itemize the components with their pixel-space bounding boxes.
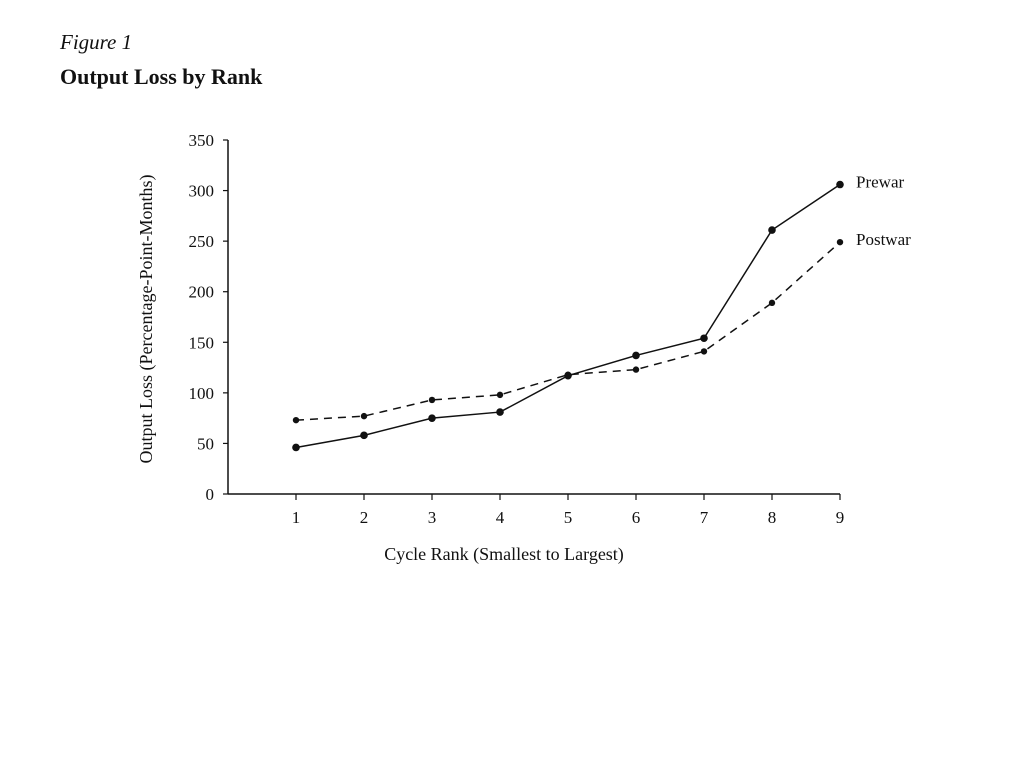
y-tick-label: 50: [197, 434, 214, 453]
x-tick-label: 5: [564, 508, 573, 527]
data-point-postwar: [564, 371, 572, 378]
series-line-postwar: [295, 241, 841, 421]
series-line-prewar: [295, 183, 841, 449]
data-point-prewar: [292, 443, 300, 452]
data-point-postwar: [700, 348, 708, 355]
y-tick-label: 200: [189, 283, 215, 302]
data-point-postwar: [632, 366, 640, 373]
y-tick-label: 350: [189, 131, 215, 150]
data-point-prewar: [632, 351, 640, 360]
x-tick-label: 3: [428, 508, 437, 527]
tick-labels: 0 50 100 150 200 250 300 350 1 2 3 4 5 6 7 8 9: [189, 131, 845, 527]
x-tick-label: 8: [768, 508, 777, 527]
legend-label-postwar: Postwar: [856, 230, 911, 249]
y-tick-label: 150: [189, 333, 215, 352]
legend: Prewar Postwar: [856, 173, 911, 250]
x-tick-label: 2: [360, 508, 369, 527]
data-point-prewar: [836, 180, 844, 189]
y-axis-label: Output Loss (Percentage-Point-Months): [136, 175, 157, 464]
data-point-prewar: [428, 414, 436, 422]
data-point-postwar: [292, 416, 300, 424]
x-tick-label: 4: [496, 508, 505, 527]
y-tick-label: 0: [206, 485, 215, 504]
chart-title: Output Loss by Rank: [60, 64, 263, 89]
x-tick-label: 1: [292, 508, 301, 527]
data-point-prewar: [768, 226, 776, 234]
x-tick-label: 7: [700, 508, 709, 527]
x-axis-label: Cycle Rank (Smallest to Largest): [384, 544, 624, 565]
axes: [223, 139, 841, 500]
data-point-prewar: [496, 408, 504, 416]
legend-label-prewar: Prewar: [856, 173, 904, 192]
data-point-postwar: [496, 391, 504, 399]
y-tick-label: 100: [189, 384, 215, 403]
data-point-postwar: [768, 299, 776, 307]
x-tick-label: 6: [632, 508, 641, 527]
y-tick-label: 300: [189, 182, 215, 201]
series-layer: [292, 180, 844, 452]
data-point-postwar: [360, 412, 368, 420]
data-point-postwar: [836, 238, 844, 246]
figure-label: Figure 1: [60, 30, 133, 54]
y-tick-label: 250: [189, 232, 215, 251]
data-point-postwar: [428, 396, 436, 404]
x-tick-label: 9: [836, 508, 845, 527]
data-point-prewar: [360, 431, 368, 440]
data-point-prewar: [700, 334, 708, 343]
